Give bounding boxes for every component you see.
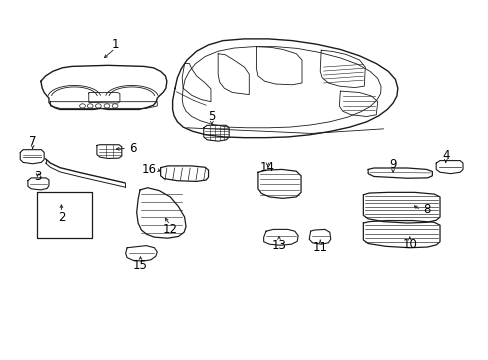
Text: 4: 4 [441, 149, 448, 162]
Text: 9: 9 [388, 158, 396, 171]
Text: 13: 13 [271, 239, 286, 252]
Text: 14: 14 [260, 161, 274, 174]
Text: 7: 7 [29, 135, 37, 148]
Text: 3: 3 [34, 170, 41, 183]
Text: 2: 2 [58, 211, 65, 224]
Text: 16: 16 [142, 163, 157, 176]
Text: 12: 12 [163, 223, 177, 236]
Text: 15: 15 [133, 259, 148, 272]
Text: 6: 6 [129, 142, 137, 155]
Text: 11: 11 [312, 240, 327, 253]
Text: 1: 1 [111, 38, 119, 51]
Text: 8: 8 [422, 203, 429, 216]
Text: 10: 10 [402, 238, 416, 251]
Text: 5: 5 [208, 110, 215, 123]
